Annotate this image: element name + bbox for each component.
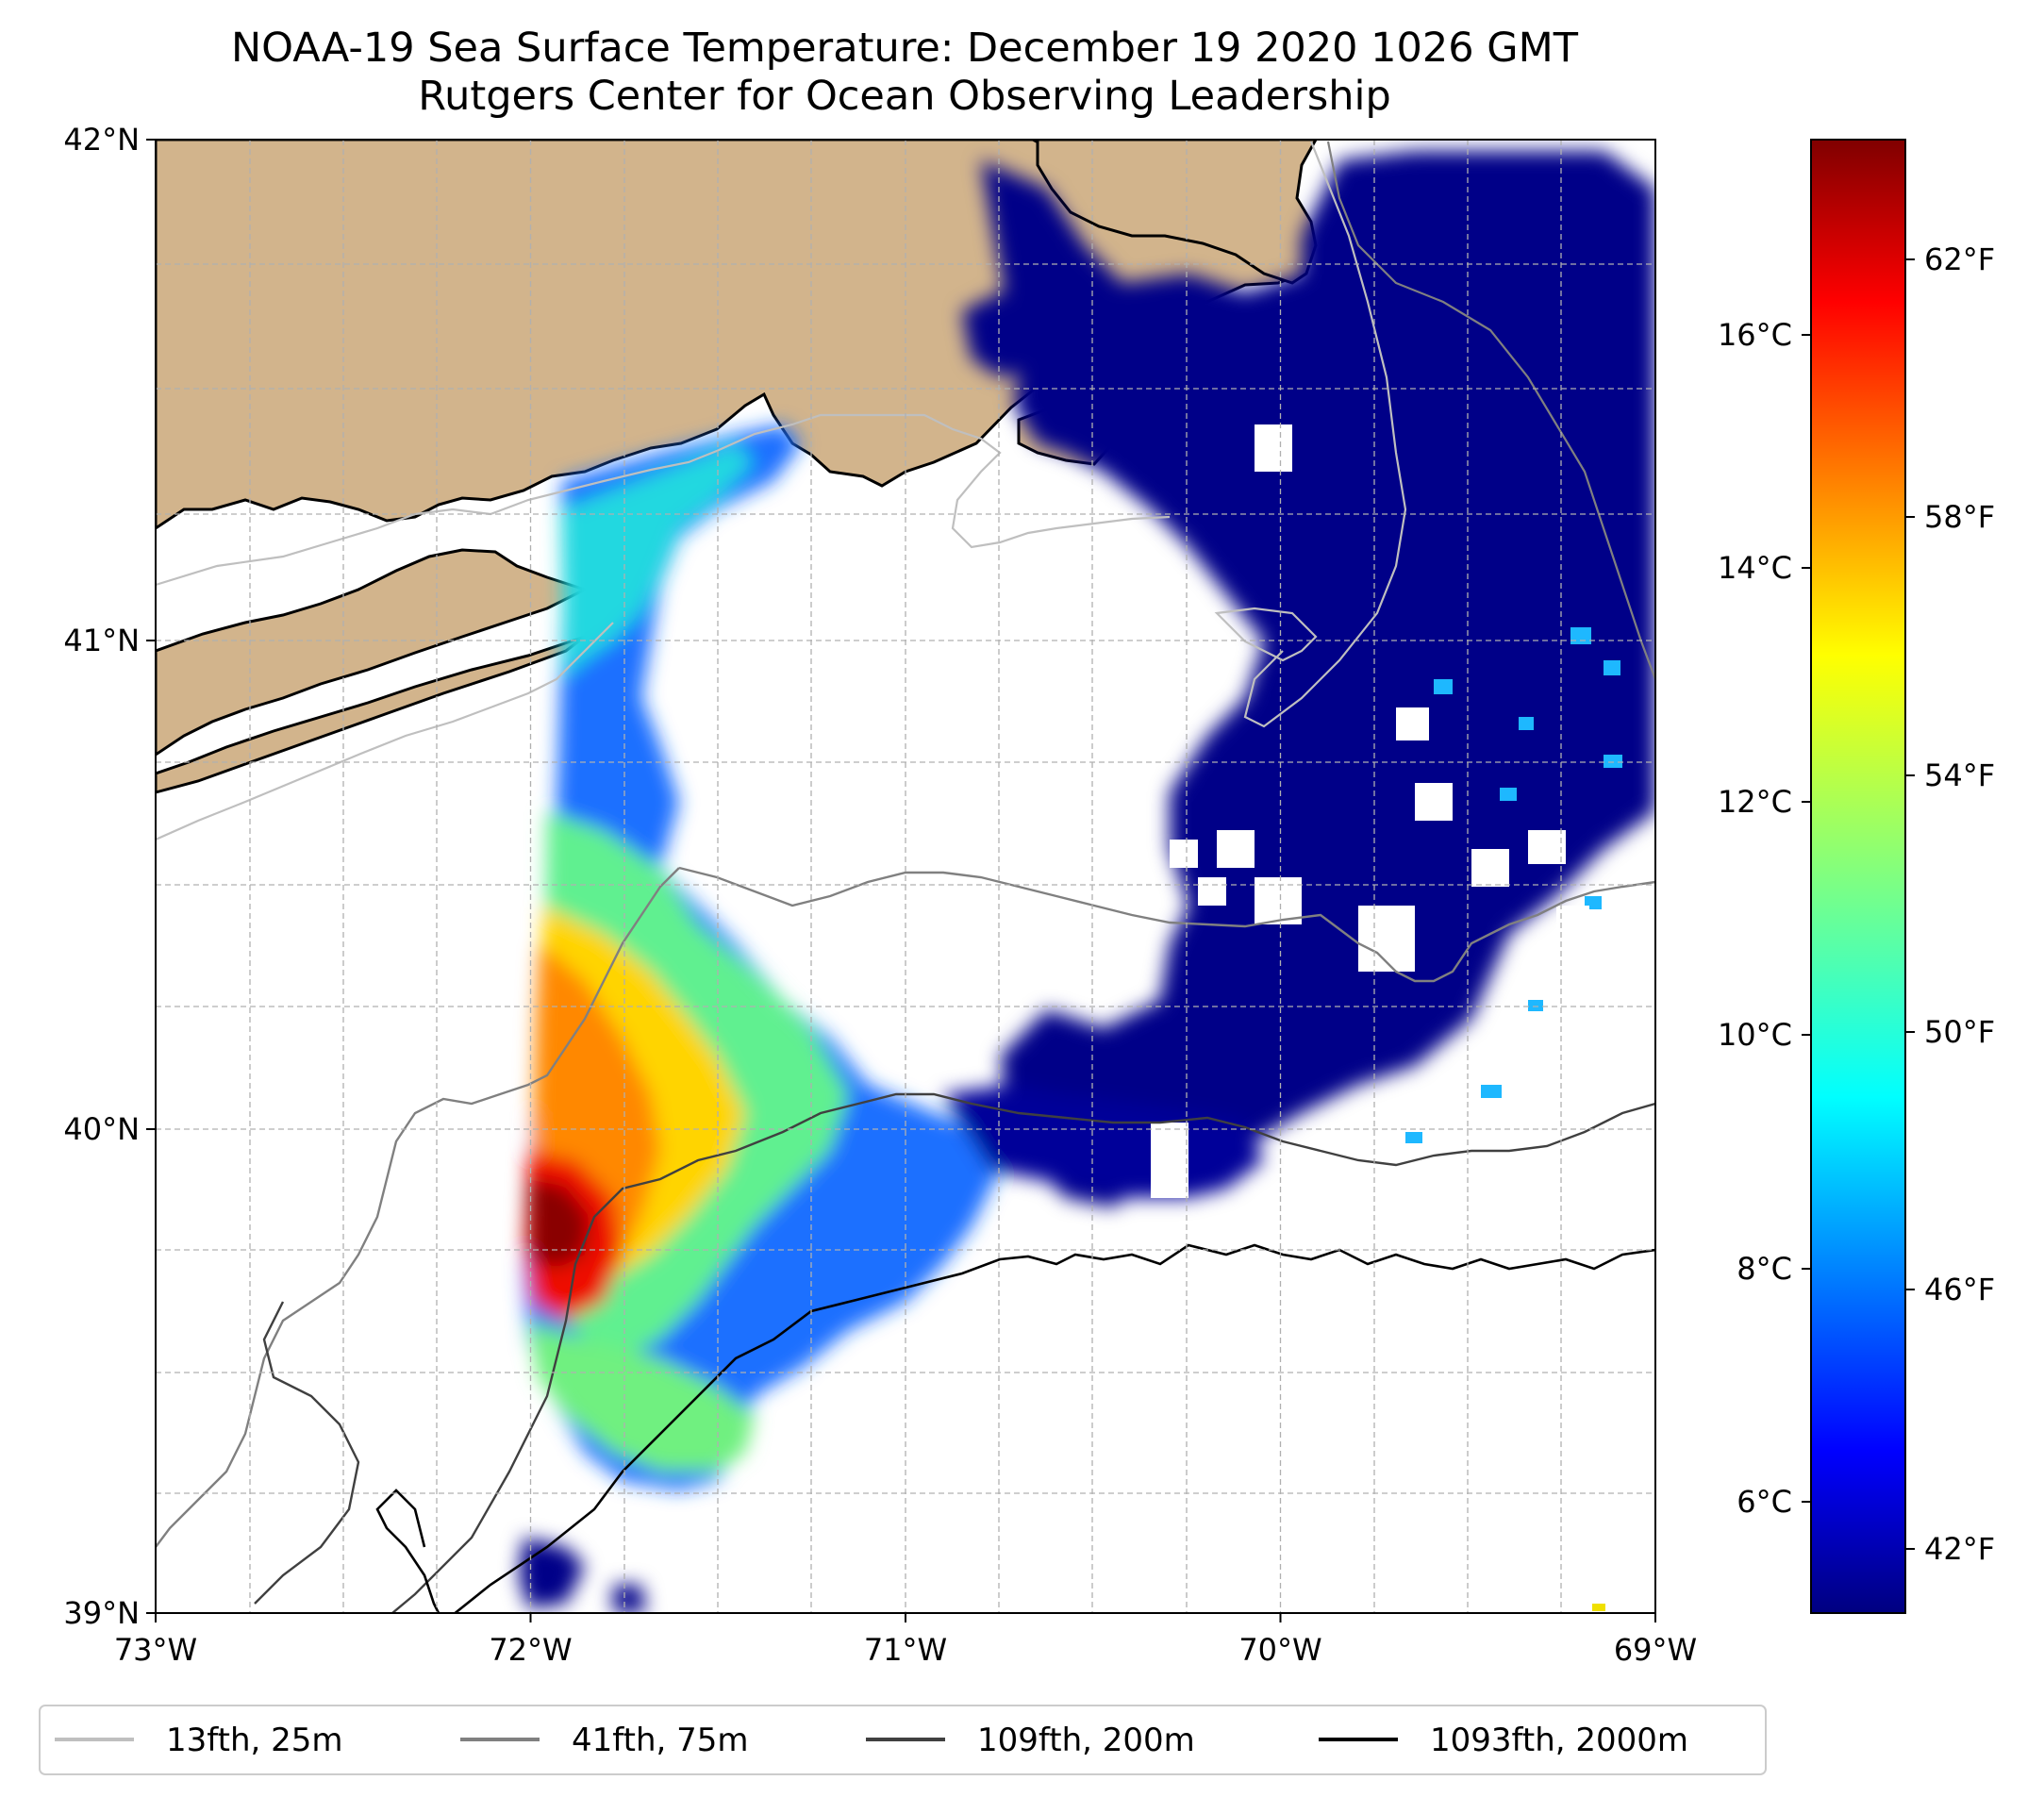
fahrenheit-tick-label: 42°F [1924,1531,1995,1567]
contour-200m [391,1092,1655,1613]
contour-75m-west [156,867,680,1548]
colorbar-celsius-labels: 16°C 14°C 12°C 10°C 8°C 6°C [1718,317,1792,1520]
legend-label: 13fth, 25m [166,1722,343,1759]
bathymetry-contours [156,141,1655,1613]
contour-25m-shoals [1243,141,1407,728]
celsius-tick-label: 8°C [1737,1251,1792,1287]
legend-label: 1093fth, 2000m [1430,1722,1688,1759]
fahrenheit-tick-label: 54°F [1924,757,1995,793]
lat-tick-label: 40°N [63,1111,140,1147]
fahrenheit-tick-label: 46°F [1924,1272,1995,1307]
chart-title: NOAA-19 Sea Surface Temperature: Decembe… [231,25,1578,72]
lat-tick-label: 39°N [63,1595,140,1631]
sst-east-cold-region [981,151,1655,1207]
lon-tick-label: 69°W [1614,1632,1697,1668]
sst-nodata-holes [1151,424,1589,1198]
celsius-tick-label: 12°C [1718,784,1792,820]
sst-north-patch [962,292,1056,377]
chart-subtitle: Rutgers Center for Ocean Observing Leade… [418,73,1391,120]
contour-200m-coast [254,1301,360,1605]
colorbar-fahrenheit-ticks [1905,258,1915,1550]
sst-lower-green [528,1321,755,1472]
sst-darkred-core [528,1179,590,1269]
fahrenheit-tick-label: 62°F [1924,241,1995,277]
lon-tick-label: 70°W [1238,1632,1321,1668]
celsius-tick-label: 6°C [1737,1484,1792,1520]
sst-south-patch-2 [613,1585,646,1613]
contour-25m-lower [156,622,614,841]
lat-tick-label: 42°N [63,122,140,158]
contour-75m-north [1326,141,1655,680]
legend-label: 41fth, 75m [572,1722,749,1759]
contour-2000m-south [375,1489,440,1613]
lon-tick-label: 71°W [864,1632,947,1668]
contour-25m-nantucket [1214,607,1318,662]
colorbar: 16°C 14°C 12°C 10°C 8°C 6°C 62°F 58°F 54… [1718,139,1995,1614]
colorbar-fahrenheit-labels: 62°F 58°F 54°F 50°F 46°F 42°F [1924,241,1995,1567]
celsius-tick-label: 14°C [1718,550,1792,586]
sst-yellow-speck [1592,1604,1605,1611]
lon-tick-label: 73°W [114,1632,197,1668]
lat-axis [146,139,156,1614]
lat-tick-label: 41°N [63,623,140,658]
legend-label: 109fth, 200m [977,1722,1195,1759]
land-new-jersey-shore [156,635,586,794]
lat-tick-labels: 42°N 41°N 40°N 39°N [63,122,140,1631]
lon-tick-labels: 73°W 72°W 71°W 70°W 69°W [114,1632,1697,1668]
contour-2000m [453,1243,1655,1613]
celsius-tick-label: 16°C [1718,317,1792,353]
title-block: NOAA-19 Sea Surface Temperature: Decembe… [0,25,1809,121]
lon-axis [155,1613,1656,1622]
lon-tick-label: 72°W [489,1632,572,1668]
fahrenheit-tick-label: 58°F [1924,499,1995,535]
graticule [156,140,1655,1613]
sst-scattered-cyan [1405,627,1622,1143]
colorbar-gradient [1810,139,1906,1614]
legend: 13fth, 25m 41fth, 75m 109fth, 200m 1093f… [39,1705,1767,1775]
fahrenheit-tick-label: 50°F [1924,1014,1995,1050]
contour-75m [678,866,1655,983]
sst-layer [519,151,1655,1613]
sst-cyan-band [561,443,755,679]
contour-25m [156,413,1171,587]
colorbar-celsius-ticks [1802,334,1811,1503]
map-plot-area [156,140,1655,1613]
celsius-tick-label: 10°C [1718,1017,1792,1053]
